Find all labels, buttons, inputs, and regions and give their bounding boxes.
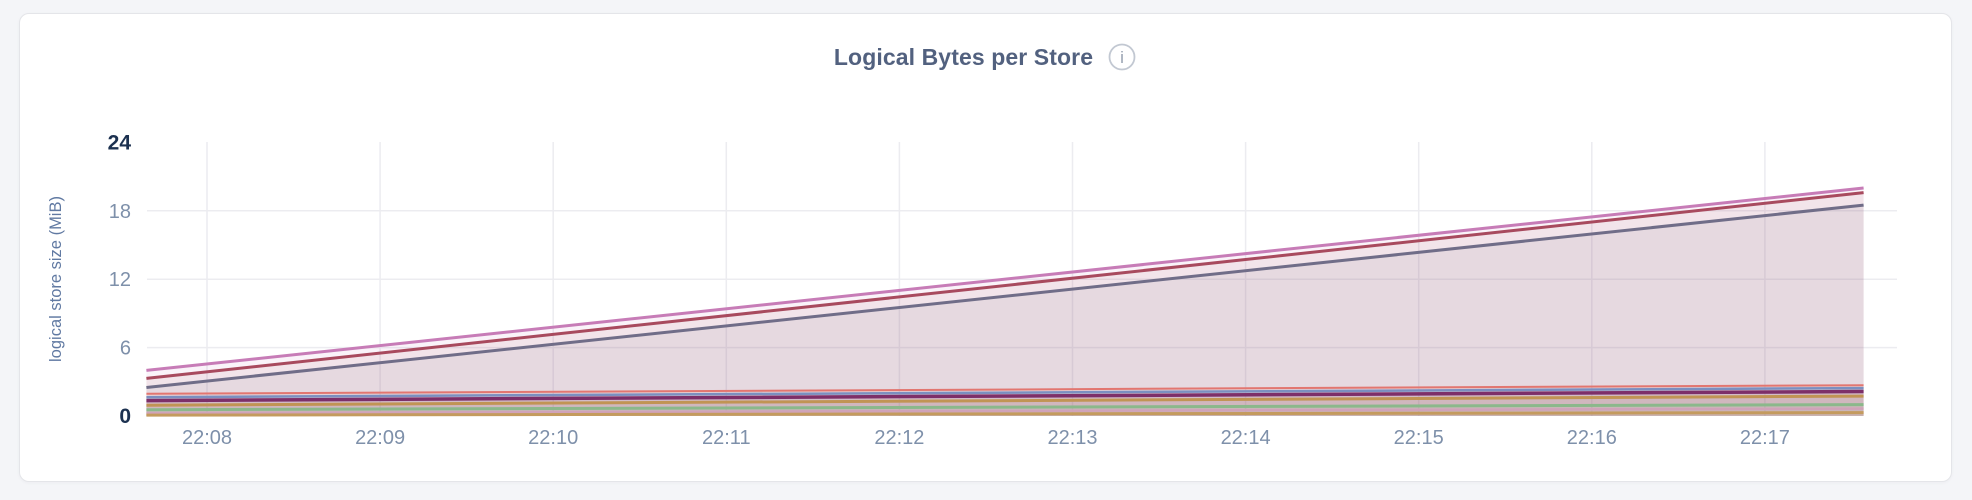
chart-header: Logical Bytes per Store i <box>20 42 1951 72</box>
y-tick-label: 0 <box>119 405 131 428</box>
y-axis-title: logical store size (MiB) <box>47 196 65 362</box>
y-tick-label: 24 <box>108 131 132 154</box>
series-line-3 <box>146 203 1864 389</box>
y-tick-label: 12 <box>109 269 131 291</box>
series-area-3 <box>146 205 1864 416</box>
series-line-7 <box>146 394 1864 407</box>
series-area-2 <box>146 192 1864 416</box>
x-tick-label: 22:08 <box>182 427 232 449</box>
series-line-5 <box>146 386 1864 399</box>
chart-title: Logical Bytes per Store <box>833 43 1094 70</box>
series-line-10 <box>146 411 1864 417</box>
x-tick-label: 22:14 <box>1221 427 1271 449</box>
y-tick-label: 6 <box>120 338 131 360</box>
series-line-6 <box>146 389 1864 403</box>
x-tick-label: 22:13 <box>1047 427 1097 449</box>
x-tick-label: 22:12 <box>874 427 924 449</box>
series-line-2 <box>146 191 1864 380</box>
series-line-1 <box>146 186 1864 372</box>
series-line-4 <box>146 384 1864 395</box>
series-line-9 <box>146 407 1864 415</box>
info-icon[interactable]: i <box>1107 42 1137 72</box>
series-line-8 <box>146 403 1864 412</box>
info-icon-ring <box>1108 43 1136 71</box>
x-tick-label: 22:10 <box>528 427 578 449</box>
metric-chart-card: Logical Bytes per Store i 24 18 12 6 0 22:08 2… <box>19 13 1952 482</box>
series-area-1 <box>146 188 1864 416</box>
x-tick-label: 22:15 <box>1394 427 1444 449</box>
y-tick-label: 18 <box>109 201 131 223</box>
x-tick-label: 22:17 <box>1740 427 1790 449</box>
info-icon-glyph: i <box>1120 48 1124 67</box>
x-tick-label: 22:16 <box>1567 427 1617 449</box>
x-tick-label: 22:11 <box>702 427 751 449</box>
logical-bytes-per-store-chart[interactable]: 24 18 12 6 0 22:08 22:09 22:10 22:11 22:12 22:13 22… <box>20 14 1953 483</box>
x-tick-label: 22:09 <box>355 427 405 449</box>
